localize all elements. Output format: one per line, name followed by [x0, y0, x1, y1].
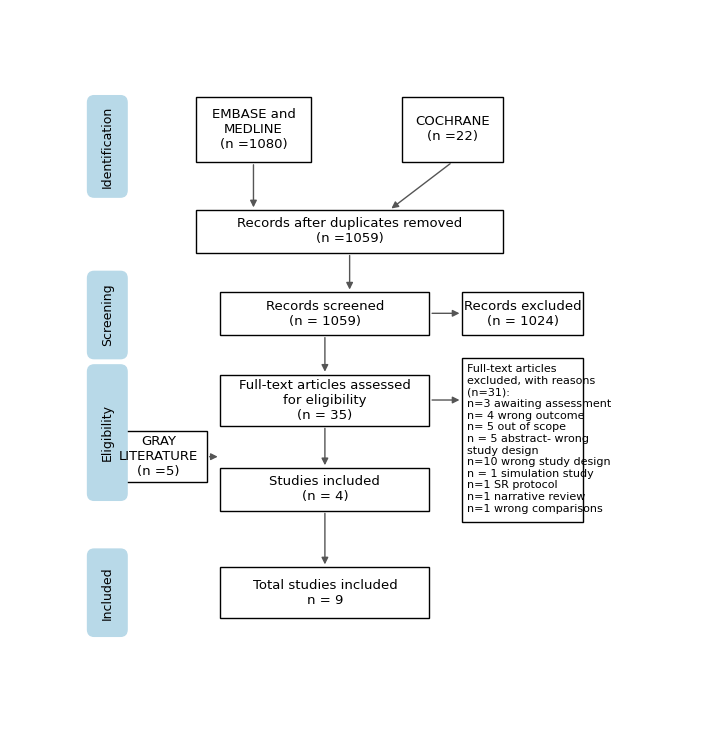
Bar: [220, 292, 429, 335]
Text: Full-text articles
excluded, with reasons
(n=31):
n=3 awaiting assessment
n= 4 w: Full-text articles excluded, with reason…: [467, 364, 611, 514]
Bar: [196, 97, 311, 162]
Bar: [196, 210, 503, 252]
Text: COCHRANE
(n =22): COCHRANE (n =22): [415, 116, 490, 144]
Text: Full-text articles assessed
for eligibility
(n = 35): Full-text articles assessed for eligibil…: [239, 378, 411, 422]
Bar: [220, 375, 429, 425]
Bar: [462, 358, 583, 522]
Text: Eligibility: Eligibility: [101, 404, 114, 461]
Bar: [111, 431, 207, 482]
Bar: [220, 468, 429, 511]
Text: Identification: Identification: [101, 105, 114, 188]
Text: Records excluded
(n = 1024): Records excluded (n = 1024): [464, 300, 581, 328]
Text: Records screened
(n = 1059): Records screened (n = 1059): [266, 300, 384, 328]
Text: Records after duplicates removed
(n =1059): Records after duplicates removed (n =105…: [237, 217, 462, 245]
Bar: [462, 292, 583, 335]
FancyBboxPatch shape: [87, 96, 127, 197]
FancyBboxPatch shape: [87, 272, 127, 358]
Text: EMBASE and
MEDLINE
(n =1080): EMBASE and MEDLINE (n =1080): [211, 108, 296, 151]
Text: Screening: Screening: [101, 283, 114, 347]
Text: Studies included
(n = 4): Studies included (n = 4): [269, 475, 380, 503]
FancyBboxPatch shape: [87, 549, 127, 637]
Bar: [402, 97, 503, 162]
FancyBboxPatch shape: [87, 365, 127, 500]
Text: GRAY
LITERATURE
(n =5): GRAY LITERATURE (n =5): [119, 435, 199, 478]
Bar: [220, 567, 429, 618]
Text: Total studies included
n = 9: Total studies included n = 9: [252, 578, 397, 606]
Text: Included: Included: [101, 566, 114, 620]
